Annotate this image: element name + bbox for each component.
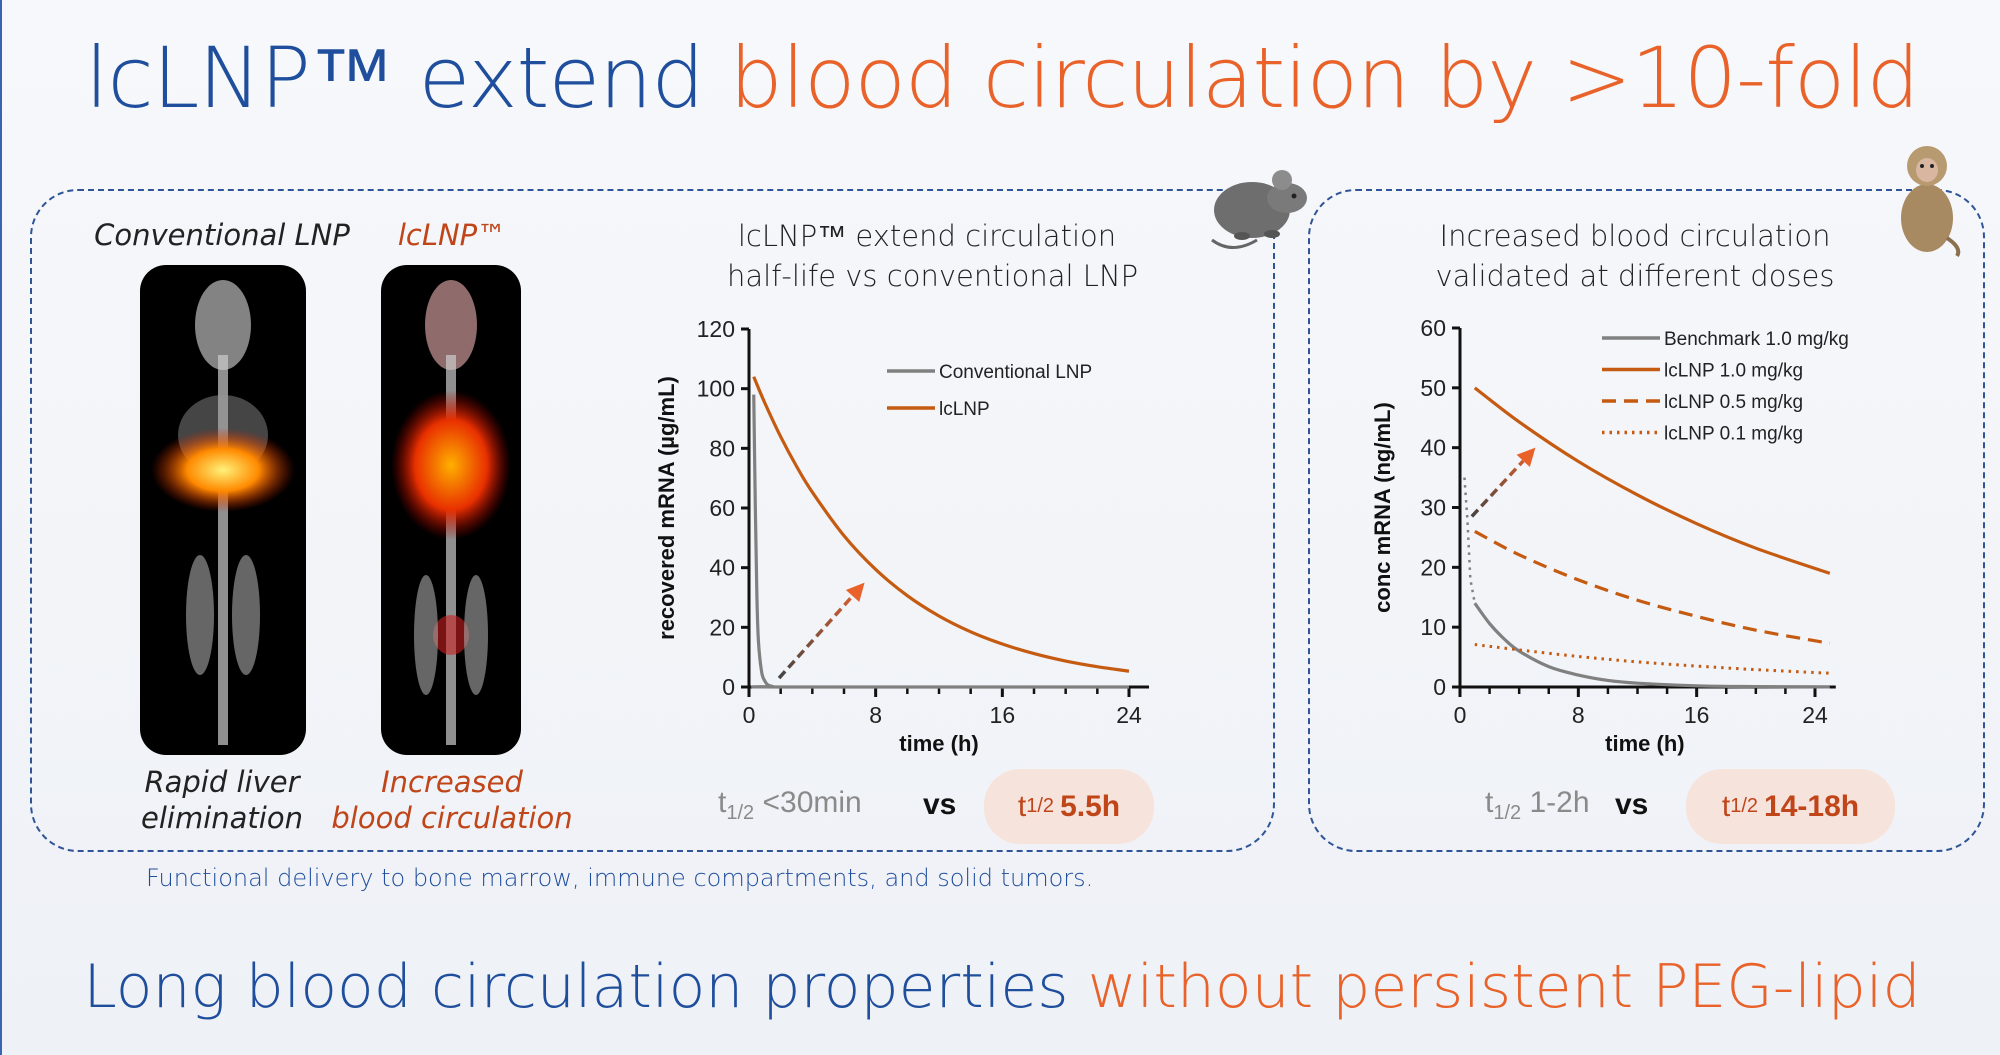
y-tick-label: 60 (1420, 315, 1446, 341)
t-symbol: t (1485, 786, 1494, 819)
chart1-title-line: half-life vs conventional LNP (727, 259, 1139, 293)
conventional-lnp-scan-image (140, 265, 306, 755)
bottom-headline: Long blood circulation properties withou… (2, 952, 2000, 1022)
conventional-caption: Rapid liver elimination (102, 764, 342, 836)
t-subscript: 1/2 (726, 802, 755, 824)
chart-1: 0 20 40 60 80 100 120 0 8 16 24 time (h) recovered m… (654, 316, 1149, 756)
bottom-part-orange: without persistent PEG-lipid (1087, 952, 1921, 1022)
x-tick-label: 8 (869, 702, 882, 728)
y-tick-label: 0 (722, 674, 735, 700)
conventional-half-life: t1/2 <30min (718, 786, 862, 825)
series-line (752, 376, 1130, 673)
monkey-panel (1308, 189, 1985, 852)
caption-line: Increased (381, 765, 523, 799)
conventional-lnp-label: Conventional LNP (94, 218, 350, 252)
monkey-icon (1901, 146, 1961, 258)
series-line (1473, 602, 1830, 689)
chart2-title: Increased blood circulation validated at… (1435, 216, 1835, 296)
y-tick-label: 50 (1420, 375, 1446, 401)
legend-label: Conventional LNP (939, 362, 1092, 383)
x-axis-label: time (h) (899, 731, 978, 756)
x-tick-label: 0 (1454, 702, 1467, 728)
vs-label: vs (1615, 788, 1649, 821)
legend-label: lcLNP 1.0 mg/kg (1664, 361, 1803, 382)
x-axis-label: time (h) (1605, 731, 1684, 756)
vs-label: vs (923, 788, 957, 821)
title-part-orange: blood circulation by >10-fold (729, 29, 1919, 127)
y-tick-label: 120 (697, 316, 735, 342)
caption-line: Rapid liver (144, 765, 300, 799)
t-symbol: t (1721, 789, 1731, 823)
legend-label: lcLNP 0.1 mg/kg (1664, 424, 1803, 445)
lclnp-label: lcLNP™ (397, 218, 507, 252)
half-life-value: <30min (762, 786, 862, 819)
y-axis-label: recovered mRNA (µg/mL) (654, 376, 679, 640)
x-tick-label: 24 (1802, 702, 1828, 728)
series-line (1474, 530, 1831, 645)
x-tick-label: 24 (1116, 702, 1142, 728)
lclnp-caption: Increased blood circulation (322, 764, 582, 836)
series-line (750, 394, 1130, 689)
trend-arrow-head (845, 582, 865, 602)
t-subscript: 1/2 (1026, 795, 1055, 817)
chart2-title-line: validated at different doses (1435, 259, 1835, 293)
title-part-blue: lcLNP™ extend (85, 29, 730, 127)
y-tick-label: 40 (1420, 435, 1446, 461)
x-tick-label: 0 (743, 702, 756, 728)
bottom-part-blue: Long blood circulation properties (83, 952, 1088, 1022)
series-line (1473, 386, 1831, 575)
y-tick-label: 0 (1433, 674, 1446, 700)
y-tick-label: 60 (709, 495, 735, 521)
chart1-title: lcLNP™ extend circulation half-life vs c… (727, 216, 1139, 296)
y-tick-label: 30 (1420, 495, 1446, 521)
t-subscript: 1/2 (1730, 795, 1759, 817)
series-line (1474, 643, 1830, 675)
y-tick-label: 80 (709, 435, 735, 461)
x-tick-label: 16 (990, 702, 1016, 728)
mouse-panel (30, 189, 1275, 852)
trend-arrow (1470, 459, 1525, 518)
benchmark-half-life: t1/2 1-2h (1485, 786, 1590, 825)
y-tick-label: 20 (709, 614, 735, 640)
x-tick-label: 16 (1684, 702, 1710, 728)
series-initial-phase (1463, 477, 1477, 604)
half-life-value: 5.5h (1060, 789, 1121, 823)
y-tick-label: 20 (1420, 554, 1446, 580)
legend-label: lcLNP (939, 399, 990, 420)
chart1-title-line: lcLNP™ extend circulation (737, 219, 1117, 253)
half-life-value: 14-18h (1764, 789, 1860, 823)
caption-line: elimination (141, 801, 303, 835)
trend-arrow (777, 594, 854, 680)
trend-arrow-head (1516, 447, 1536, 467)
chart-2: 0 10 20 30 40 50 60 0 8 16 24 time (h) conc mRNA (ng… (1370, 315, 1849, 756)
lclnp-half-life-pill: t 1/2 5.5h (984, 769, 1154, 844)
x-tick-label: 8 (1572, 702, 1585, 728)
half-life-value: 1-2h (1529, 786, 1590, 819)
chart2-title-line: Increased blood circulation (1439, 219, 1831, 253)
lclnp-scan-image (381, 265, 521, 755)
caption-line: blood circulation (331, 801, 573, 835)
legend-label: lcLNP 0.5 mg/kg (1664, 392, 1803, 413)
mouse-icon (1211, 170, 1307, 249)
y-tick-label: 100 (697, 376, 735, 402)
lclnp-dose-half-life-pill: t 1/2 14-18h (1686, 769, 1895, 844)
t-symbol: t (1017, 789, 1027, 823)
y-axis-label: conc mRNA (ng/mL) (1370, 402, 1395, 613)
footnote: Functional delivery to bone marrow, immu… (146, 864, 1094, 892)
legend-label: Benchmark 1.0 mg/kg (1664, 329, 1849, 350)
y-tick-label: 40 (709, 555, 735, 581)
y-tick-label: 10 (1420, 614, 1446, 640)
slide-title: lcLNP™ extend blood circulation by >10-f… (2, 28, 2000, 128)
t-symbol: t (718, 786, 727, 819)
t-subscript: 1/2 (1493, 802, 1522, 824)
